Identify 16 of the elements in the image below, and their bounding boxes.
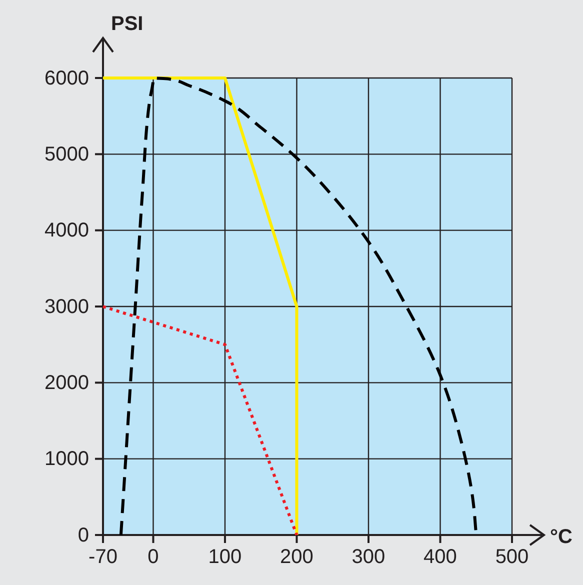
x-tick-label: 500 xyxy=(495,546,529,568)
y-axis-title: PSI xyxy=(111,13,144,35)
x-tick-label: 300 xyxy=(352,546,386,568)
y-tick-label: 3000 xyxy=(44,296,89,318)
x-tick-label: 0 xyxy=(148,546,159,568)
y-tick-label: 6000 xyxy=(44,67,89,90)
x-tick-label: 100 xyxy=(208,546,242,568)
x-tick-label: 200 xyxy=(280,546,314,568)
y-tick-label: 2000 xyxy=(44,372,89,394)
y-tick-label: 1000 xyxy=(44,448,89,470)
y-tick-label: 4000 xyxy=(44,220,89,242)
y-tick-label: 5000 xyxy=(44,144,89,166)
x-tick-label: 400 xyxy=(424,546,457,568)
x-axis-title: °C xyxy=(550,526,572,548)
x-tick-label: -70 xyxy=(88,546,118,568)
y-tick-label: 0 xyxy=(78,524,89,546)
